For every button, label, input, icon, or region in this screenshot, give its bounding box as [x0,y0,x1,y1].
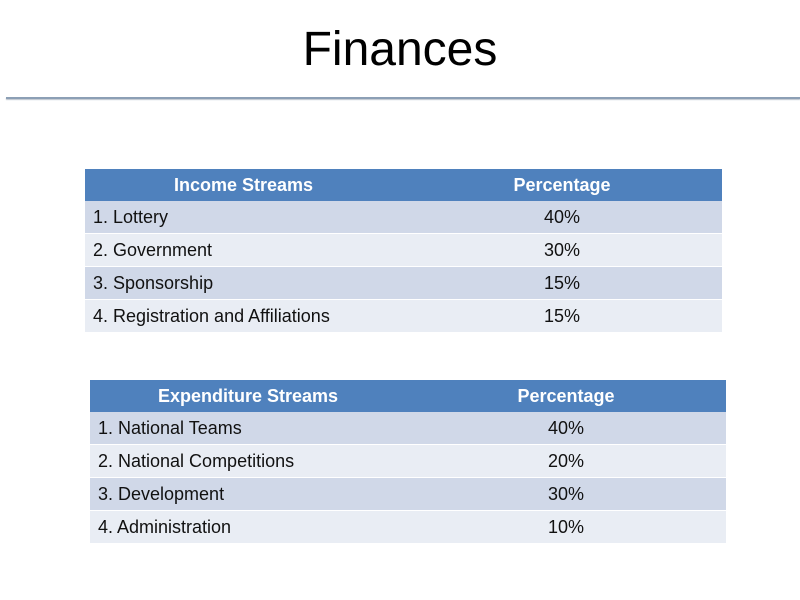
expenditure-percentage-value: 20% [406,444,726,478]
expenditure-percentage-value: 30% [406,477,726,511]
table-row: 3. Development 30% [90,477,726,511]
income-percentage-value: 15% [402,299,722,332]
income-stream-label: 3. Sponsorship [85,266,402,300]
table-row: 1. Lottery 40% [85,201,722,234]
table-row: 2. National Competitions 20% [90,444,726,478]
table-row: 4. Registration and Affiliations 15% [85,299,722,332]
table-row: 1. National Teams 40% [90,412,726,445]
expenditure-percentage-value: 40% [406,412,726,445]
table-row: 2. Government 30% [85,233,722,267]
expenditure-stream-label: 4. Administration [90,510,406,543]
column-header-expenditure-streams: Expenditure Streams [90,380,406,412]
income-percentage-value: 15% [402,266,722,300]
income-streams-table: Income Streams Percentage 1. Lottery 40%… [85,169,722,332]
title-divider [6,97,800,99]
expenditure-stream-label: 2. National Competitions [90,444,406,478]
expenditure-streams-table: Expenditure Streams Percentage 1. Nation… [90,380,726,543]
column-header-percentage: Percentage [406,380,726,412]
slide-title: Finances [302,23,498,76]
income-percentage-value: 40% [402,201,722,234]
table-row: 4. Administration 10% [90,510,726,543]
column-header-percentage: Percentage [402,169,722,201]
column-header-income-streams: Income Streams [85,169,402,201]
table-header-row: Expenditure Streams Percentage [90,380,726,412]
income-stream-label: 2. Government [85,233,402,267]
income-percentage-value: 30% [402,233,722,267]
table-row: 3. Sponsorship 15% [85,266,722,300]
expenditure-stream-label: 1. National Teams [90,412,406,445]
income-stream-label: 1. Lottery [85,201,402,234]
expenditure-stream-label: 3. Development [90,477,406,511]
income-stream-label: 4. Registration and Affiliations [85,299,402,332]
table-header-row: Income Streams Percentage [85,169,722,201]
expenditure-percentage-value: 10% [406,510,726,543]
